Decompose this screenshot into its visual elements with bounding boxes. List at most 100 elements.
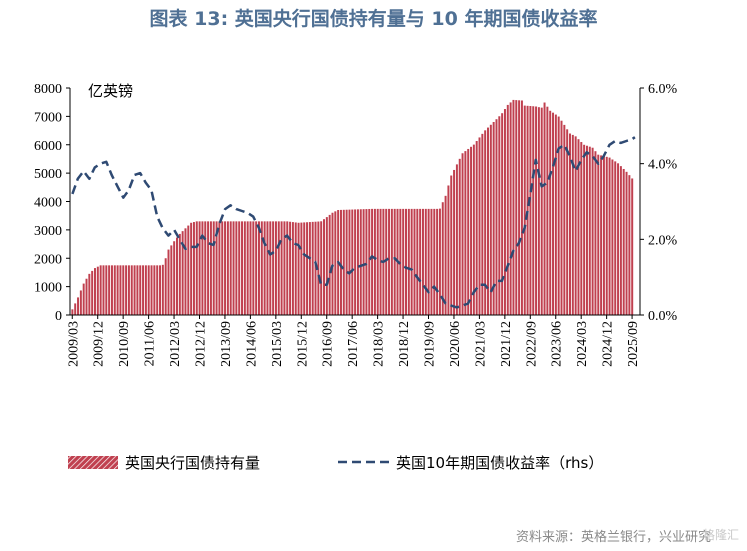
bar bbox=[416, 208, 419, 315]
bar bbox=[164, 258, 167, 315]
bar bbox=[419, 208, 422, 315]
bar bbox=[478, 137, 481, 315]
bar bbox=[204, 221, 207, 315]
x-tick-label: 2019/09 bbox=[423, 321, 438, 367]
left-tick-label: 5000 bbox=[34, 167, 62, 182]
bar bbox=[113, 265, 116, 315]
bar bbox=[82, 283, 85, 315]
bar bbox=[283, 221, 286, 315]
bar bbox=[529, 106, 532, 315]
bar bbox=[475, 141, 478, 315]
bar bbox=[405, 208, 407, 315]
bar bbox=[150, 265, 153, 315]
bar bbox=[269, 221, 272, 315]
bar bbox=[495, 119, 498, 316]
bar bbox=[481, 133, 484, 315]
bar bbox=[362, 209, 365, 315]
bar bbox=[144, 265, 147, 315]
bar bbox=[122, 265, 125, 315]
bar bbox=[88, 273, 91, 315]
bar bbox=[136, 265, 139, 315]
bar bbox=[105, 265, 108, 315]
bar bbox=[325, 217, 328, 315]
bar bbox=[351, 209, 354, 315]
bar bbox=[467, 148, 470, 315]
bar bbox=[320, 221, 323, 315]
bar bbox=[566, 129, 569, 315]
bar bbox=[450, 175, 453, 315]
bar bbox=[543, 102, 546, 316]
bar bbox=[441, 202, 444, 315]
bar bbox=[552, 112, 555, 315]
bar bbox=[317, 221, 320, 315]
bar bbox=[297, 222, 300, 315]
bar bbox=[470, 146, 473, 315]
bar bbox=[79, 290, 82, 315]
bar bbox=[300, 222, 303, 315]
bar bbox=[260, 221, 263, 315]
bar bbox=[591, 147, 594, 315]
bar bbox=[215, 221, 218, 315]
left-tick-label: 0 bbox=[55, 309, 62, 324]
bar bbox=[257, 221, 260, 315]
bar bbox=[554, 114, 557, 315]
bar bbox=[142, 265, 145, 315]
x-tick-label: 2017/06 bbox=[346, 321, 361, 367]
bar bbox=[306, 222, 309, 315]
bar bbox=[280, 221, 283, 315]
bar bbox=[611, 159, 614, 315]
bar bbox=[583, 144, 586, 315]
bar bbox=[252, 221, 255, 315]
x-tick-label: 2023/06 bbox=[550, 321, 565, 367]
bar bbox=[600, 155, 603, 315]
left-tick-label: 7000 bbox=[34, 110, 62, 125]
right-tick-label: 0.0% bbox=[648, 309, 678, 324]
yield-line bbox=[71, 136, 636, 309]
bar bbox=[563, 124, 566, 315]
bar bbox=[506, 104, 509, 315]
bar bbox=[243, 221, 246, 315]
bar bbox=[549, 110, 552, 315]
bar bbox=[557, 116, 560, 315]
left-tick-label: 4000 bbox=[34, 196, 62, 211]
bar bbox=[526, 105, 529, 315]
x-tick-label: 2013/09 bbox=[219, 321, 234, 367]
source-note: 资料来源：英格兰银行，兴业研究 bbox=[515, 530, 711, 545]
bar bbox=[263, 221, 266, 315]
bar bbox=[94, 268, 96, 315]
bar bbox=[108, 265, 111, 315]
bar bbox=[235, 221, 238, 315]
bar bbox=[569, 133, 571, 315]
bar bbox=[339, 209, 342, 315]
bar bbox=[229, 221, 232, 315]
bar bbox=[156, 265, 159, 315]
bar bbox=[314, 221, 317, 315]
bar bbox=[159, 265, 162, 315]
bar bbox=[74, 303, 77, 315]
left-tick-label: 2000 bbox=[34, 252, 62, 267]
bar bbox=[201, 221, 204, 315]
bar bbox=[501, 113, 504, 315]
bar bbox=[402, 208, 405, 315]
bar bbox=[594, 151, 597, 315]
bar bbox=[608, 157, 611, 315]
bar bbox=[447, 185, 450, 315]
bar bbox=[294, 222, 297, 315]
bar bbox=[436, 208, 439, 315]
x-tick-label: 2009/03 bbox=[66, 321, 81, 367]
bar bbox=[359, 209, 362, 315]
legend-bar-label: 英国央行国债持有量 bbox=[125, 454, 260, 472]
bar bbox=[438, 208, 441, 315]
bar-series bbox=[71, 99, 634, 316]
bar bbox=[571, 134, 574, 315]
bar bbox=[133, 265, 136, 315]
chart-title: 图表 13: 英国央行国债持有量与 10 年期国债收益率 bbox=[149, 8, 598, 30]
x-tick-label: 2022/09 bbox=[524, 321, 539, 367]
bar bbox=[373, 208, 376, 315]
bar bbox=[461, 153, 464, 315]
bar bbox=[102, 265, 105, 315]
bar bbox=[399, 208, 402, 315]
bar bbox=[226, 221, 229, 315]
bar bbox=[342, 209, 345, 315]
bar bbox=[368, 208, 371, 315]
